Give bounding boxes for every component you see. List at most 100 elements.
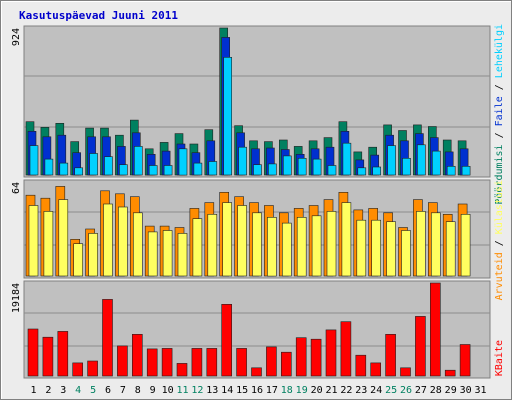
bar-KBaite-day-28 (429, 282, 441, 377)
x-tick-label-19: 19 (296, 385, 308, 396)
bar-Külastusi-day-11 (177, 233, 188, 277)
bar-Külastusi-day-1 (28, 205, 39, 277)
bar-Lehekülgi-day-22 (342, 142, 352, 176)
bar-Lehekülgi-day-24 (372, 166, 382, 176)
bar-Lehekülgi-day-4 (74, 167, 83, 176)
legend-middle: Arvuteid / Külastusi (494, 180, 505, 300)
x-tick-label-6: 6 (105, 385, 111, 396)
bar-Külastusi-day-14 (222, 202, 232, 277)
x-tick-label-20: 20 (311, 385, 323, 396)
legend-separator: / (494, 234, 505, 252)
bar-Külastusi-day-5 (88, 233, 98, 277)
bar-Külastusi-day-10 (162, 230, 173, 277)
x-tick-label-5: 5 (90, 385, 96, 396)
bar-KBaite-day-8 (132, 333, 143, 377)
bar-Külastusi-day-18 (281, 222, 292, 277)
bar-Külastusi-day-30 (460, 214, 471, 277)
panel-bottom (23, 280, 491, 379)
x-tick-label-15: 15 (236, 385, 248, 396)
bar-Lehekülgi-day-14 (223, 56, 232, 176)
bar-KBaite-day-11 (176, 363, 188, 377)
bar-KBaite-day-18 (280, 351, 292, 377)
bar-Külastusi-day-15 (237, 205, 247, 277)
bar-Külastusi-day-21 (326, 211, 337, 277)
bar-Lehekülgi-day-12 (193, 162, 203, 176)
bar-Külastusi-day-28 (430, 212, 441, 277)
bar-Külastusi-day-12 (192, 218, 203, 277)
bar-Lehekülgi-day-10 (163, 165, 173, 176)
bar-Külastusi-day-27 (416, 211, 426, 277)
bar-KBaite-day-5 (87, 360, 98, 377)
bar-Külastusi-day-24 (371, 219, 382, 277)
bar-Lehekülgi-day-18 (282, 155, 292, 176)
bar-Külastusi-day-29 (445, 221, 456, 277)
x-tick-label-2: 2 (45, 385, 51, 396)
bar-Lehekülgi-day-21 (327, 165, 337, 176)
x-tick-label-21: 21 (325, 385, 337, 396)
bar-Külastusi-day-13 (207, 214, 218, 277)
y-max-label-top: 924 (11, 28, 22, 46)
bar-Külastusi-day-7 (118, 206, 128, 277)
panel-middle (23, 179, 491, 279)
legend-top: Pöördumisi / Faile / Lehekülgi (494, 24, 505, 205)
legend-bottom: KBaite (494, 340, 505, 376)
bar-Lehekülgi-day-7 (119, 164, 128, 176)
x-tick-label-8: 8 (135, 385, 141, 396)
x-tick-label-12: 12 (191, 385, 203, 396)
bar-Lehekülgi-day-29 (446, 166, 456, 176)
chart-title: Kasutuspäevad Juuni 2011 (19, 9, 178, 22)
legend-label-Arvuteid: Arvuteid (494, 252, 505, 300)
bar-KBaite-day-23 (355, 354, 367, 377)
bar-KBaite-day-15 (236, 348, 247, 377)
bar-KBaite-day-24 (370, 362, 382, 377)
bar-KBaite-day-6 (102, 299, 113, 377)
x-tick-label-4: 4 (75, 385, 81, 396)
y-max-label-bottom: 19184 (11, 283, 22, 313)
bar-KBaite-day-3 (57, 331, 69, 377)
x-tick-label-16: 16 (251, 385, 263, 396)
bar-Külastusi-day-16 (252, 212, 262, 277)
bar-KBaite-day-4 (72, 362, 83, 377)
bar-KBaite-day-13 (206, 348, 218, 377)
bar-Lehekülgi-day-23 (357, 167, 367, 176)
bar-Külastusi-day-17 (267, 217, 277, 277)
x-tick-label-10: 10 (162, 385, 174, 396)
bar-Lehekülgi-day-17 (268, 163, 277, 176)
bar-Lehekülgi-day-5 (89, 153, 98, 176)
bar-Lehekülgi-day-25 (387, 145, 396, 176)
bar-Lehekülgi-day-3 (59, 162, 69, 176)
panel-bottom-background (23, 280, 491, 379)
bar-KBaite-day-26 (400, 367, 411, 377)
x-tick-label-1: 1 (30, 385, 36, 396)
bar-Lehekülgi-day-27 (417, 144, 426, 176)
series-Külastusi (28, 199, 471, 277)
legend-label-KBaite: KBaite (494, 340, 505, 376)
bar-KBaite-day-29 (444, 369, 456, 377)
bar-KBaite-day-12 (191, 348, 203, 377)
x-tick-label-18: 18 (281, 385, 293, 396)
bar-Külastusi-day-4 (73, 243, 83, 277)
y-max-label-middle: 64 (11, 182, 22, 194)
panels-layer (23, 25, 491, 379)
bar-Lehekülgi-day-8 (134, 146, 143, 176)
legend-label-Lehekülgi: Lehekülgi (494, 24, 505, 78)
series-Lehekülgi (29, 56, 471, 176)
bar-KBaite-day-20 (310, 338, 322, 377)
bar-Lehekülgi-day-13 (208, 161, 218, 176)
y-axis-max-labels: 924 64 19184 (11, 28, 22, 313)
bar-KBaite-day-16 (251, 367, 262, 377)
bar-Lehekülgi-day-15 (238, 146, 247, 176)
bar-KBaite-day-27 (415, 316, 426, 377)
bar-KBaite-day-19 (295, 337, 307, 377)
x-tick-label-23: 23 (355, 385, 367, 396)
bar-Külastusi-day-20 (311, 215, 322, 277)
bar-KBaite-day-9 (146, 348, 158, 377)
legend-separator: / (494, 78, 505, 96)
x-tick-label-3: 3 (60, 385, 66, 396)
bar-Külastusi-day-25 (386, 221, 396, 277)
legend-label-Faile: Faile (494, 96, 505, 126)
bar-Külastusi-day-8 (133, 212, 143, 277)
bar-Külastusi-day-22 (341, 202, 352, 277)
